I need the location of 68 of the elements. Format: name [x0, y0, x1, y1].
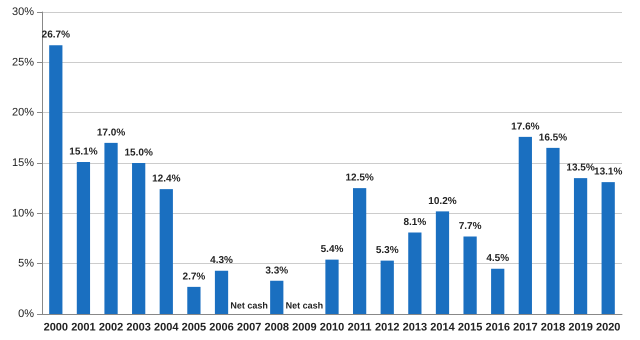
data-label: 15.0% [124, 148, 153, 158]
x-tick-label: 2017 [513, 322, 538, 334]
x-tick-label: 2001 [71, 322, 96, 334]
bar [270, 280, 284, 314]
x-tick-label: 2020 [596, 322, 620, 334]
bar [574, 178, 588, 314]
x-tick-label: 2007 [236, 322, 262, 334]
bar [187, 286, 201, 314]
data-label: 12.5% [345, 172, 374, 184]
data-label: 3.3% [265, 265, 288, 276]
x-tick-label: 2004 [154, 322, 180, 334]
y-tick-label: 30% [12, 6, 34, 18]
bar [408, 232, 422, 314]
bar [160, 189, 173, 314]
bar [546, 148, 560, 314]
bar [380, 260, 394, 314]
bar [491, 268, 504, 314]
x-tick-label: 2006 [209, 322, 234, 334]
data-label: 13.5% [566, 162, 595, 174]
x-tick-label: 2000 [44, 322, 68, 334]
data-label: 17.6% [511, 121, 540, 132]
bar [325, 260, 339, 314]
text: Net cash [286, 300, 324, 310]
y-tick-label: 15% [12, 157, 34, 169]
data-label: 5.3% [376, 245, 399, 256]
x-tick-label: 2005 [182, 322, 206, 334]
y-tick-label: 0% [18, 308, 34, 320]
x-tick-label: 2010 [320, 322, 344, 334]
data-label: 4.3% [210, 255, 234, 266]
data-label: 17.0% [96, 127, 126, 138]
bar [76, 162, 90, 314]
y-tick-label: 5% [18, 258, 34, 270]
y-tick-label: 10% [12, 207, 34, 220]
data-label: 4.5% [486, 253, 510, 264]
bar [463, 236, 477, 314]
bar [132, 163, 146, 314]
bar [352, 188, 366, 314]
data-label: 15.1% [69, 146, 98, 158]
x-tick-label: 2014 [430, 322, 456, 334]
data-label: 13.1% [594, 166, 622, 178]
x-tick-label: 2008 [264, 322, 290, 334]
data-label: 2.7% [182, 271, 206, 282]
data-label: 5.4% [320, 244, 344, 256]
data-label: 26.7% [42, 30, 70, 41]
text: Net cash [230, 300, 268, 310]
x-tick-label: 2003 [126, 322, 151, 334]
data-label: 8.1% [403, 216, 426, 228]
x-tick-label: 2012 [374, 322, 400, 334]
bar [104, 142, 118, 314]
x-tick-label: 2018 [540, 322, 566, 334]
data-label: 7.7% [458, 220, 482, 232]
x-tick-label: 2009 [292, 322, 317, 334]
y-tick-label: 20% [12, 106, 34, 119]
bar [214, 270, 228, 314]
x-tick-label: 2013 [402, 322, 428, 334]
data-label: 12.4% [152, 174, 181, 185]
bar [49, 45, 62, 314]
x-tick-label: 2015 [458, 322, 482, 334]
bar [518, 136, 532, 314]
x-tick-label: 2002 [98, 322, 124, 334]
bar [602, 182, 615, 314]
data-label: 16.5% [538, 132, 568, 144]
bar [436, 211, 450, 314]
x-tick-label: 2019 [568, 322, 593, 334]
x-tick-label: 2011 [348, 322, 372, 334]
x-tick-label: 2016 [485, 322, 510, 334]
data-label: 10.2% [428, 196, 457, 207]
y-tick-label: 25% [12, 56, 34, 68]
